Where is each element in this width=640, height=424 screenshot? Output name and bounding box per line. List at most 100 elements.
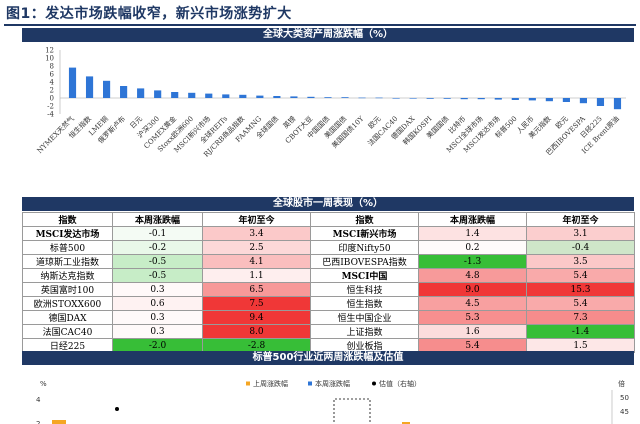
bar — [409, 98, 417, 99]
bar — [528, 98, 536, 101]
bar — [154, 90, 162, 98]
value-cell: 0.2 — [418, 240, 527, 255]
value-cell: 6.5 — [202, 282, 311, 297]
value-cell: 7.5 — [202, 296, 311, 311]
bar — [85, 76, 94, 98]
bar — [460, 98, 468, 100]
legend-label: 上周涨跌幅 — [253, 379, 288, 388]
y-tick-label: 10 — [45, 55, 54, 63]
value-cell: 1.6 — [418, 324, 527, 339]
value-cell: 15.3 — [526, 282, 635, 297]
value-cell: 0.3 — [112, 310, 203, 325]
value-cell: -2.8 — [202, 338, 311, 353]
sector-chart-header: 标普500行业近两周涨跌幅及估值 — [22, 351, 634, 365]
y2-tick-label: 45 — [620, 408, 629, 416]
bar — [402, 422, 410, 424]
table-row: MSCI发达市场 -0.1 3.4 MSCI新兴市场 1.4 3.1 — [22, 226, 635, 241]
equity-performance-table: 指数 本周涨跌幅 年初至今 指数 本周涨跌幅 年初至今 MSCI发达市场 -0.1 3.4 MS… — [22, 212, 635, 353]
figure-title: 图1：发达市场跌幅收窄，新兴市场涨势扩大 — [6, 6, 292, 22]
bar — [239, 94, 247, 98]
bar — [171, 92, 179, 98]
value-cell: 5.4 — [526, 268, 635, 283]
bar — [52, 420, 66, 424]
asset-chart-header: 全球大类资产周涨跌幅（%） — [22, 28, 634, 42]
bar — [68, 67, 77, 98]
bar — [205, 93, 213, 98]
legend-label: 本周涨跌幅 — [315, 379, 350, 388]
legend-swatch — [246, 381, 250, 386]
y-tick-label: -4 — [47, 111, 54, 119]
bar — [596, 98, 605, 106]
bar — [120, 86, 128, 98]
value-cell: 1.4 — [418, 226, 527, 241]
value-cell: 3.5 — [526, 254, 635, 269]
column-header: 本周涨跌幅 — [418, 212, 527, 227]
table-row: 标普500 -0.2 2.5 印度Nifty50 0.2 -0.4 — [22, 240, 635, 255]
index-name-cell: MSCI新兴市场 — [310, 226, 419, 241]
table-row: 纳斯达克指数 -0.5 1.1 MSCI中国 4.8 5.4 — [22, 268, 635, 283]
highlight-box — [333, 398, 371, 424]
value-cell: 1.1 — [202, 268, 311, 283]
table-row: 道琼斯工业指数 -0.5 4.1 巴西IBOVESPA指数 -1.3 3.5 — [22, 254, 635, 269]
y-tick-label: 4 — [50, 79, 55, 87]
value-cell: 5.3 — [418, 310, 527, 325]
value-cell: 2.5 — [202, 240, 311, 255]
legend-label: 估值（右轴） — [379, 379, 421, 388]
y-tick-label: 8 — [50, 63, 54, 71]
value-cell: -0.5 — [112, 254, 203, 269]
equity-table-header: 全球股市一周表现（%） — [22, 197, 634, 211]
bar — [324, 97, 332, 98]
value-cell: -1.3 — [418, 254, 527, 269]
table-row: 法国CAC40 0.3 8.0 上证指数 1.6 -1.4 — [22, 324, 635, 339]
value-cell: 0.3 — [112, 324, 203, 339]
index-name-cell: 上证指数 — [310, 324, 419, 339]
bar — [375, 97, 383, 99]
index-name-cell: 道琼斯工业指数 — [22, 254, 113, 269]
index-name-cell: 法国CAC40 — [22, 324, 113, 339]
column-header: 指数 — [310, 212, 419, 227]
value-cell: 5.4 — [526, 296, 635, 311]
y-tick-label: 2 — [36, 420, 40, 424]
bar — [511, 98, 519, 100]
valuation-marker — [115, 407, 119, 411]
value-cell: 4.5 — [418, 296, 527, 311]
value-cell: 4.8 — [418, 268, 527, 283]
y2-axis-unit: 倍 — [618, 379, 625, 388]
table-row: 欧洲STOXX600 0.6 7.5 恒生指数 4.5 5.4 — [22, 296, 635, 311]
value-cell: 0.3 — [112, 282, 203, 297]
sector-chart: % 倍 2 4 45 50 上周涨跌幅 本周涨跌幅 估值（右轴） — [36, 379, 629, 424]
bar — [188, 92, 196, 98]
value-cell: -0.5 — [112, 268, 203, 283]
index-name-cell: MSCI中国 — [310, 268, 419, 283]
y2-tick-label: 50 — [620, 394, 629, 402]
y-tick-label: 6 — [50, 71, 55, 79]
bar — [613, 98, 622, 110]
bar — [426, 98, 434, 99]
index-name-cell: 纳斯达克指数 — [22, 268, 113, 283]
value-cell: 4.1 — [202, 254, 311, 269]
bar — [562, 98, 570, 102]
index-name-cell: 恒生中国企业 — [310, 310, 419, 325]
column-header: 指数 — [22, 212, 113, 227]
bar — [256, 95, 264, 98]
table-row: 英国富时100 0.3 6.5 恒生科技 9.0 15.3 — [22, 282, 635, 297]
value-cell: 9.4 — [202, 310, 311, 325]
index-name-cell: MSCI发达市场 — [22, 226, 113, 241]
legend-marker — [372, 381, 376, 386]
bar — [477, 98, 485, 100]
column-header: 年初至今 — [526, 212, 635, 227]
value-cell: 8.0 — [202, 324, 311, 339]
y-tick-label: 12 — [45, 47, 54, 55]
bar — [290, 96, 298, 98]
bar — [341, 97, 349, 98]
y-axis-unit: % — [40, 380, 47, 388]
bar — [307, 96, 315, 98]
index-name-cell: 德国DAX — [22, 310, 113, 325]
value-cell: 7.3 — [526, 310, 635, 325]
y-tick-label: -2 — [47, 103, 54, 111]
column-header: 本周涨跌幅 — [112, 212, 203, 227]
value-cell: 3.4 — [202, 226, 311, 241]
bar — [392, 98, 400, 99]
index-name-cell: 恒生指数 — [310, 296, 419, 311]
